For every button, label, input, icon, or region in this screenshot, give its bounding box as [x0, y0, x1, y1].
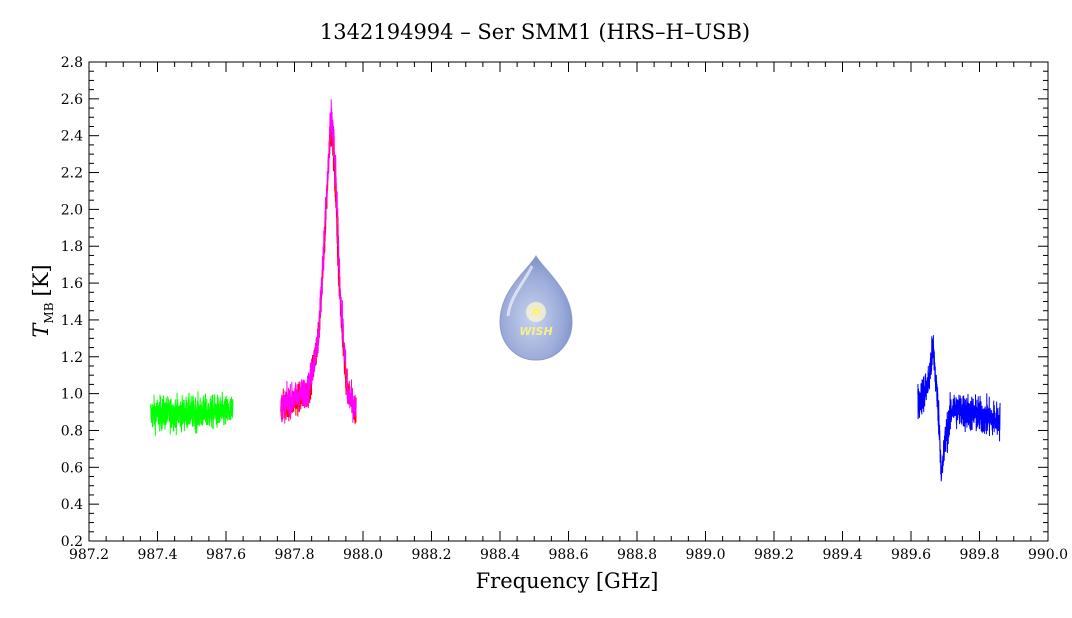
series-line [150, 391, 234, 436]
wish-logo: ✶ WISH [499, 254, 573, 361]
x-tick-label: 988.2 [411, 547, 451, 563]
x-tick-label: 988.6 [548, 547, 588, 563]
y-tick-label: 2.6 [61, 92, 83, 108]
x-tick-label: 989.2 [754, 547, 794, 563]
axis-ticks [88, 61, 1049, 542]
star-glow [526, 302, 546, 322]
x-tick-label: 989.6 [891, 547, 931, 563]
series-line [280, 114, 357, 424]
x-tick-label: 987.6 [206, 547, 246, 563]
wish-logo-text: WISH [519, 325, 552, 338]
chart-title: 1342194994 – Ser SMM1 (HRS–H–USB) [320, 20, 750, 44]
y-tick-label: 2.0 [61, 202, 83, 218]
x-tick-label: 988.4 [480, 547, 520, 563]
y-tick-label: 1.8 [61, 239, 83, 255]
x-tick-label: 988.0 [343, 547, 383, 563]
drop-highlight [506, 265, 534, 317]
y-tick-label: 2.2 [61, 166, 83, 182]
x-tick-labels: 987.2 987.4 987.6 987.8 988.0 988.2 988.4 988.6… [69, 547, 1068, 563]
y-tick-label: 0.6 [61, 460, 83, 476]
y-tick-label: 0.8 [61, 423, 83, 439]
x-axis-label: Frequency [GHz] [476, 569, 659, 593]
y-tick-label: 0.4 [61, 497, 83, 513]
y-axis-label-subscript: MB [42, 302, 56, 323]
x-tick-label: 990.0 [1028, 547, 1068, 563]
y-tick-label: 1.2 [61, 350, 83, 366]
y-axis-label-unit: [K] [29, 264, 53, 296]
y-axis-label-main: T [29, 322, 53, 338]
x-tick-label: 989.4 [822, 547, 862, 563]
x-tick-label: 987.8 [274, 547, 314, 563]
svg-text:TMB[K]: TMB [K] [29, 264, 56, 337]
series-line [280, 99, 357, 424]
y-tick-label: 1.0 [61, 387, 83, 403]
y-tick-label: 1.4 [61, 313, 83, 329]
star-icon: ✶ [528, 302, 543, 323]
y-tick-label: 2.4 [61, 129, 83, 145]
x-tick-label: 987.2 [69, 547, 109, 563]
x-tick-label: 989.0 [685, 547, 725, 563]
x-tick-label: 988.8 [617, 547, 657, 563]
y-tick-labels: 0.2 0.4 0.6 0.8 1.0 1.2 1.4 1.6 1.8 2.0 2.2 2.4 2.6 2… [61, 55, 83, 550]
y-tick-label: 0.2 [61, 534, 83, 550]
y-axis-label: TMB [K] [29, 264, 56, 337]
x-tick-label: 987.4 [137, 547, 177, 563]
x-tick-label: 989.8 [959, 547, 999, 563]
y-tick-label: 1.6 [61, 276, 83, 292]
spectrum-series [150, 99, 1001, 482]
series-line [917, 335, 1001, 482]
y-tick-label: 2.8 [61, 55, 83, 71]
